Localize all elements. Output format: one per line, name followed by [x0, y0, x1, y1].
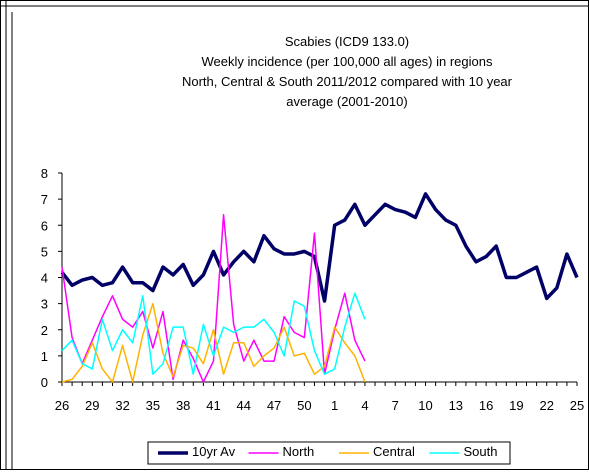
x-tick-label: 7 [392, 398, 399, 413]
y-tick-label: 1 [41, 349, 48, 364]
chart-title: Scabies (ICD9 133.0) [285, 34, 409, 49]
y-tick-label: 4 [41, 271, 48, 286]
x-tick-label: 44 [237, 398, 251, 413]
x-tick-label: 1 [331, 398, 338, 413]
legend-label: 10yr Av [192, 444, 236, 459]
series-line [60, 192, 579, 303]
x-tick-label: 4 [361, 398, 368, 413]
chart-title: North, Central & South 2011/2012 compare… [182, 74, 513, 89]
legend-label: South [464, 444, 498, 459]
y-tick-label: 7 [41, 192, 48, 207]
legend-label: North [283, 444, 315, 459]
x-tick-label: 26 [55, 398, 69, 413]
x-tick-label: 13 [449, 398, 463, 413]
x-tick-label: 19 [509, 398, 523, 413]
series-line [61, 292, 366, 375]
x-tick-label: 25 [570, 398, 584, 413]
series-line [61, 214, 366, 383]
x-tick-label: 10 [418, 398, 432, 413]
x-tick-label: 38 [176, 398, 190, 413]
series-line [61, 302, 366, 383]
y-tick-label: 6 [41, 218, 48, 233]
chart-title: Weekly incidence (per 100,000 all ages) … [202, 54, 493, 69]
y-tick-label: 3 [41, 297, 48, 312]
legend-box [147, 441, 511, 465]
x-tick-label: 32 [115, 398, 129, 413]
x-tick-label: 16 [479, 398, 493, 413]
x-tick-label: 29 [85, 398, 99, 413]
y-tick-label: 5 [41, 244, 48, 259]
x-tick-label: 41 [206, 398, 220, 413]
legend-label: Central [373, 444, 415, 459]
legend: 10yr Av North Central South [147, 441, 511, 465]
y-tick-label: 8 [41, 166, 48, 181]
x-tick-label: 47 [267, 398, 281, 413]
x-tick-label: 50 [297, 398, 311, 413]
y-tick-label: 0 [41, 375, 48, 390]
x-tick-label: 35 [146, 398, 160, 413]
chart-title: average (2001-2010) [286, 94, 407, 109]
y-tick-label: 2 [41, 323, 48, 338]
x-tick-label: 22 [539, 398, 553, 413]
